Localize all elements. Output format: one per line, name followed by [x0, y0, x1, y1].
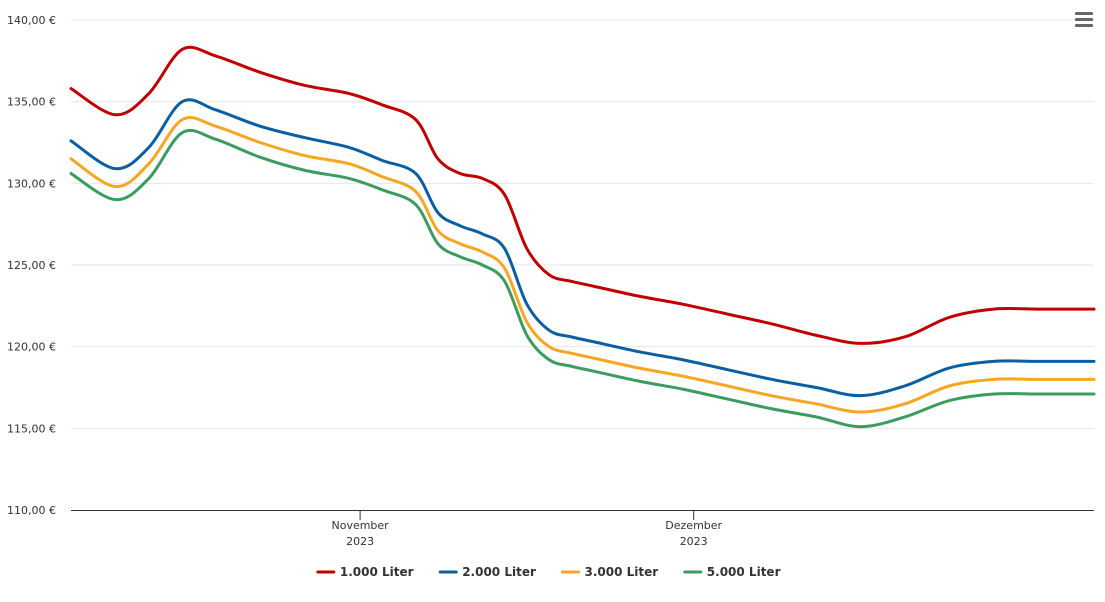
legend-label: 3.000 Liter — [585, 565, 659, 579]
legend-label: 2.000 Liter — [462, 565, 536, 579]
legend-item[interactable]: 5.000 Liter — [683, 565, 781, 579]
y-gridlines — [71, 19, 1094, 429]
y-tick-label: 125,00 € — [7, 259, 56, 272]
x-tick-label-year: 2023 — [680, 535, 708, 548]
y-axis: 110,00 € 115,00 € 120,00 € 125,00 € 130,00 €… — [7, 14, 56, 517]
legend-item[interactable]: 2.000 Liter — [438, 565, 536, 579]
legend-item[interactable]: 1.000 Liter — [316, 565, 414, 579]
y-tick-label: 140,00 € — [7, 14, 56, 27]
series-lines — [69, 45, 1096, 429]
series-line-2[interactable] — [69, 98, 1096, 398]
series-line-1[interactable] — [69, 45, 1096, 345]
y-tick-label: 130,00 € — [7, 177, 56, 190]
x-tick-label-year: 2023 — [346, 535, 374, 548]
x-axis: November 2023 Dezember 2023 — [71, 510, 1094, 548]
legend: 1.000 Liter 2.000 Liter 3.000 Liter 5.000 L… — [316, 565, 781, 579]
y-tick-label: 120,00 € — [7, 341, 56, 354]
y-tick-label: 115,00 € — [7, 422, 56, 435]
series-line-4[interactable] — [69, 128, 1096, 429]
chart-menu-icon[interactable] — [1075, 12, 1093, 28]
x-tick-label-month: Dezember — [665, 519, 722, 532]
series-line-3[interactable] — [69, 115, 1096, 414]
y-tick-label: 110,00 € — [7, 504, 56, 517]
legend-label: 5.000 Liter — [707, 565, 781, 579]
legend-item[interactable]: 3.000 Liter — [561, 565, 659, 579]
y-tick-label: 135,00 € — [7, 96, 56, 109]
legend-label: 1.000 Liter — [340, 565, 414, 579]
x-tick-label-month: November — [331, 519, 389, 532]
